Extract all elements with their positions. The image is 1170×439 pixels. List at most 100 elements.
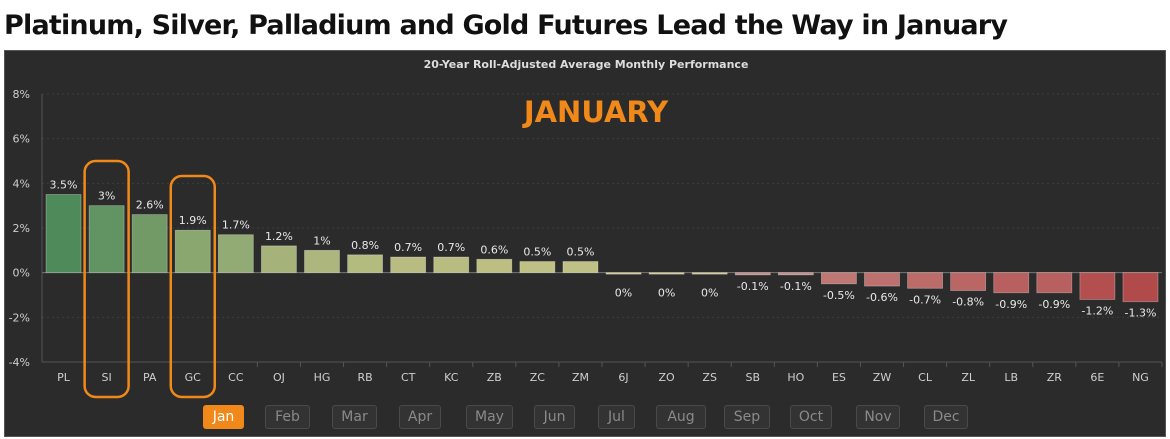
month-button-dec[interactable]: Dec [924, 405, 968, 429]
x-tick-label: CT [401, 371, 416, 384]
x-tick-label: CC [228, 371, 244, 384]
x-tick-label: ZW [873, 371, 892, 384]
bar-PA[interactable] [131, 214, 168, 274]
data-label: -0.9% [1038, 298, 1070, 311]
x-tick-label: GC [185, 371, 202, 384]
x-tick-label: ZM [572, 371, 589, 384]
x-tick-label: SI [101, 371, 111, 384]
x-tick-label: PL [57, 371, 71, 384]
bar-KC[interactable] [433, 256, 470, 274]
y-tick-label: 4% [13, 177, 30, 190]
data-label: 1% [313, 234, 330, 247]
bar-ZL[interactable] [950, 272, 987, 291]
data-label: 0% [615, 287, 632, 300]
chart-title: 20-Year Roll-Adjusted Average Monthly Pe… [424, 58, 749, 71]
headline: Platinum, Silver, Palladium and Gold Fut… [4, 10, 1008, 41]
x-tick-label: ZB [487, 371, 502, 384]
bar-RB[interactable] [347, 254, 383, 274]
x-tick-label: 6E [1090, 371, 1104, 384]
y-tick-label: 2% [13, 222, 30, 235]
x-tick-label: HG [314, 371, 331, 384]
month-button-oct[interactable]: Oct [790, 405, 832, 429]
x-tick-label: NG [1132, 371, 1149, 384]
bar-6J[interactable] [605, 272, 642, 275]
x-tick-label: ZR [1047, 371, 1063, 384]
x-tick-label: OJ [273, 371, 285, 384]
data-label: -0.9% [995, 298, 1027, 311]
data-label: 0.6% [480, 243, 508, 256]
data-label: 0.5% [566, 246, 594, 259]
highlight-outline-GC [169, 174, 217, 399]
x-tick-label: ZC [530, 371, 546, 384]
bar-ES[interactable] [821, 272, 857, 285]
bar-SB[interactable] [734, 272, 771, 276]
month-button-jul[interactable]: Jul [598, 405, 635, 429]
data-label: -0.5% [823, 289, 855, 302]
bar-ZW[interactable] [864, 272, 900, 287]
data-label: -0.6% [866, 291, 898, 304]
x-tick-label: SB [746, 371, 761, 384]
bar-ZB[interactable] [476, 258, 513, 274]
x-tick-label: KC [444, 371, 459, 384]
month-button-apr[interactable]: Apr [399, 405, 441, 429]
data-label: -1.3% [1125, 307, 1157, 320]
data-label: 0.7% [437, 241, 465, 254]
month-button-nov[interactable]: Nov [856, 405, 900, 429]
bar-CT[interactable] [390, 256, 427, 274]
month-button-jun[interactable]: Jun [534, 405, 575, 429]
bar-CC[interactable] [217, 234, 254, 274]
x-tick-label: ZL [961, 371, 976, 384]
data-label: -1.2% [1081, 304, 1113, 317]
x-tick-label: HO [787, 371, 804, 384]
month-button-may[interactable]: May [466, 405, 513, 429]
y-tick-label: 8% [13, 88, 30, 101]
bar-NG[interactable] [1122, 272, 1159, 303]
bar-HG[interactable] [304, 249, 340, 274]
x-tick-label: PA [143, 371, 157, 384]
y-tick-label: 0% [13, 267, 30, 280]
bar-ZR[interactable] [1036, 272, 1073, 294]
bar-ZC[interactable] [519, 261, 556, 274]
x-tick-label: ZS [702, 371, 717, 384]
data-label: 0% [701, 287, 718, 300]
month-button-sep[interactable]: Sep [724, 405, 770, 429]
data-label: 1.7% [222, 219, 250, 232]
data-label: 0% [658, 287, 675, 300]
x-tick-label: 6J [618, 371, 628, 384]
x-tick-label: ES [832, 371, 846, 384]
bar-6E[interactable] [1079, 272, 1116, 300]
month-button-aug[interactable]: Aug [656, 405, 706, 429]
bar-HO[interactable] [777, 272, 814, 276]
bar-CL[interactable] [907, 272, 943, 289]
data-label: 2.6% [136, 199, 164, 212]
y-tick-label: 6% [13, 133, 30, 146]
data-label: -0.1% [780, 280, 812, 293]
x-tick-label: RB [357, 371, 372, 384]
bar-ZS[interactable] [691, 272, 728, 275]
bar-GC[interactable] [174, 229, 211, 274]
month-button-feb[interactable]: Feb [265, 405, 310, 429]
bar-SI[interactable] [88, 205, 125, 274]
data-label: -0.8% [952, 296, 984, 309]
month-selector: Jan Feb Mar Apr May Jun Jul Aug Sep Oct Nov Dec [0, 398, 1170, 438]
data-label: 0.8% [351, 239, 379, 252]
month-button-mar[interactable]: Mar [332, 405, 377, 429]
data-label: 0.7% [394, 241, 422, 254]
bar-PL[interactable] [45, 194, 82, 274]
x-tick-label: LB [1004, 371, 1018, 384]
performance-chart: 20-Year Roll-Adjusted Average Monthly Pe… [9, 58, 1163, 399]
data-label: 1.9% [179, 214, 207, 227]
y-tick-label: -4% [9, 356, 30, 369]
highlight-outline-SI [83, 159, 130, 399]
bar-OJ[interactable] [261, 245, 297, 274]
data-label: -0.7% [909, 293, 941, 306]
bar-ZM[interactable] [562, 261, 599, 274]
data-label: 1.2% [265, 230, 293, 243]
bar-ZO[interactable] [648, 272, 685, 275]
data-label: 0.5% [523, 246, 551, 259]
x-tick-label: CL [918, 371, 933, 384]
bar-LB[interactable] [993, 272, 1030, 294]
month-button-jan[interactable]: Jan [203, 405, 244, 429]
y-tick-label: -2% [9, 311, 30, 324]
data-label: 3% [98, 190, 115, 203]
